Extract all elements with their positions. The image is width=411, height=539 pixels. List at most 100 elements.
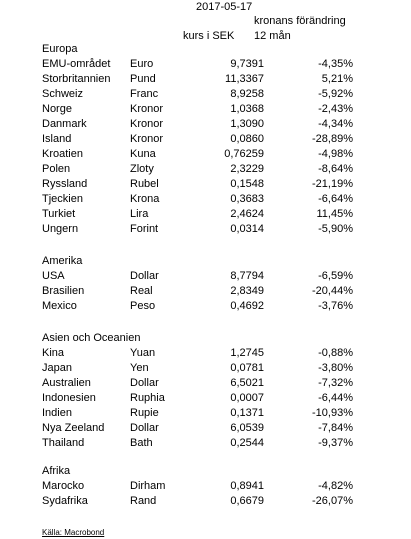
change-cell: -10,93% xyxy=(312,407,353,419)
rate-cell: 0,8941 xyxy=(230,480,264,492)
table-row: Indien Rupie 0,1371 -10,93% xyxy=(0,406,411,421)
currency-cell: Dollar xyxy=(130,422,159,434)
country-cell: Turkiet xyxy=(42,208,76,220)
table-row: EMU-området Euro 9,7391 -4,35% xyxy=(0,57,411,72)
rate-cell: 8,9258 xyxy=(230,88,264,100)
rate-cell: 6,0539 xyxy=(230,422,264,434)
region-heading: Afrika xyxy=(42,465,71,477)
currency-cell: Dollar xyxy=(130,270,159,282)
table-row: Japan Yen 0,0781 -3,80% xyxy=(0,361,411,376)
currency-cell: Dirham xyxy=(130,480,166,492)
currency-cell: Euro xyxy=(130,58,154,70)
table-row: Norge Kronor 1,0368 -2,43% xyxy=(0,102,411,117)
currency-cell: Peso xyxy=(130,300,156,312)
change-cell: 5,21% xyxy=(321,73,353,85)
currency-cell: Rubel xyxy=(130,178,159,190)
country-cell: EMU-området xyxy=(42,58,111,70)
change-cell: -4,98% xyxy=(318,148,353,160)
country-cell: Storbritannien xyxy=(42,73,111,85)
currency-cell: Rupie xyxy=(130,407,159,419)
rate-cell: 0,6679 xyxy=(230,495,264,507)
rate-cell: 0,0781 xyxy=(230,362,264,374)
table-row: Thailand Bath 0,2544 -9,37% xyxy=(0,436,411,451)
date-header: 2017-05-17 xyxy=(196,1,253,13)
currency-cell: Yuan xyxy=(130,347,156,359)
source-note: Källa: Macrobond xyxy=(42,528,105,537)
currency-cell: Zloty xyxy=(130,163,154,175)
country-cell: Marocko xyxy=(42,480,85,492)
change-column-header-line2: 12 mån xyxy=(254,30,291,42)
change-cell: -21,19% xyxy=(312,178,353,190)
rate-cell: 8,7794 xyxy=(230,270,264,282)
table-row: Ungern Forint 0,0314 -5,90% xyxy=(0,222,411,237)
currency-cell: Yen xyxy=(130,362,149,374)
rate-cell: 6,5021 xyxy=(230,377,264,389)
currency-cell: Kuna xyxy=(130,148,156,160)
change-cell: 11,45% xyxy=(316,208,354,220)
currency-cell: Kronor xyxy=(130,103,164,115)
rate-cell: 0,1548 xyxy=(230,178,264,190)
rate-cell: 0,2544 xyxy=(230,437,264,449)
table-row: Indonesien Ruphia 0,0007 -6,44% xyxy=(0,391,411,406)
change-column-header-line1: kronans förändring xyxy=(254,15,346,27)
country-cell: Japan xyxy=(42,362,72,374)
change-cell: -5,90% xyxy=(318,223,353,235)
country-cell: Ungern xyxy=(42,223,79,235)
country-cell: Danmark xyxy=(42,118,87,130)
rate-cell: 0,0314 xyxy=(230,223,264,235)
change-cell: -3,80% xyxy=(318,362,353,374)
currency-cell: Kronor xyxy=(130,133,164,145)
table-row: Nya Zeeland Dollar 6,0539 -7,84% xyxy=(0,421,411,436)
table-row: Sydafrika Rand 0,6679 -26,07% xyxy=(0,494,411,509)
country-cell: Kina xyxy=(42,347,65,359)
country-cell: Ryssland xyxy=(42,178,88,190)
country-cell: Norge xyxy=(42,103,72,115)
country-cell: Schweiz xyxy=(42,88,83,100)
rate-cell: 0,76259 xyxy=(224,148,264,160)
change-cell: -28,89% xyxy=(312,133,353,145)
table-row: Kina Yuan 1,2745 -0,88% xyxy=(0,346,411,361)
change-cell: -20,44% xyxy=(312,285,353,297)
currency-cell: Dollar xyxy=(130,377,159,389)
change-cell: -5,92% xyxy=(318,88,353,100)
country-cell: USA xyxy=(42,270,65,282)
rate-cell: 0,0860 xyxy=(230,133,264,145)
table-row: Mexico Peso 0,4692 -3,76% xyxy=(0,299,411,314)
rate-cell: 11,3367 xyxy=(225,73,264,85)
change-cell: -6,44% xyxy=(318,392,353,404)
change-cell: -6,59% xyxy=(318,270,353,282)
table-row: Marocko Dirham 0,8941 -4,82% xyxy=(0,479,411,494)
table-row: Kroatien Kuna 0,76259 -4,98% xyxy=(0,147,411,162)
change-cell: -2,43% xyxy=(318,103,353,115)
country-cell: Indien xyxy=(42,407,72,419)
table-row: Tjeckien Krona 0,3683 -6,64% xyxy=(0,192,411,207)
table-row: Brasilien Real 2,8349 -20,44% xyxy=(0,284,411,299)
currency-cell: Kronor xyxy=(130,118,164,130)
rate-cell: 0,0007 xyxy=(230,392,264,404)
change-cell: -6,64% xyxy=(318,193,353,205)
country-cell: Polen xyxy=(42,163,71,175)
change-cell: -26,07% xyxy=(312,495,353,507)
table-row: Australien Dollar 6,5021 -7,32% xyxy=(0,376,411,391)
change-cell: -4,35% xyxy=(318,58,353,70)
country-cell: Thailand xyxy=(42,437,85,449)
table-row: Schweiz Franc 8,9258 -5,92% xyxy=(0,87,411,102)
table-row: Danmark Kronor 1,3090 -4,34% xyxy=(0,117,411,132)
currency-cell: Bath xyxy=(130,437,153,449)
change-cell: -7,84% xyxy=(318,422,353,434)
currency-cell: Real xyxy=(130,285,153,297)
rate-cell: 2,8349 xyxy=(230,285,264,297)
country-cell: Indonesien xyxy=(42,392,96,404)
rate-cell: 0,4692 xyxy=(230,300,264,312)
rate-cell: 1,0368 xyxy=(230,103,264,115)
table-row: Ryssland Rubel 0,1548 -21,19% xyxy=(0,177,411,192)
currency-cell: Forint xyxy=(130,223,159,235)
rate-cell: 2,4624 xyxy=(230,208,264,220)
change-cell: -4,82% xyxy=(318,480,353,492)
change-cell: -3,76% xyxy=(318,300,353,312)
table-row: Storbritannien Pund 11,3367 5,21% xyxy=(0,72,411,87)
country-cell: Kroatien xyxy=(42,148,83,160)
table-row: Turkiet Lira 2,4624 11,45% xyxy=(0,207,411,222)
currency-cell: Lira xyxy=(130,208,149,220)
region-heading: Asien och Oceanien xyxy=(42,332,141,344)
